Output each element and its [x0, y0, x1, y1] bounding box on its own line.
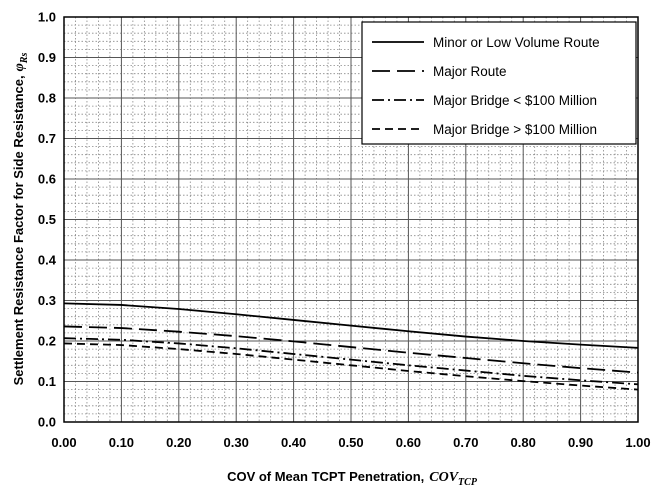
x-tick-label: 0.70 [453, 435, 478, 450]
x-axis-subscript: TCP [458, 477, 478, 488]
x-axis-label-text: COV of Mean TCPT Penetration, [227, 469, 424, 484]
y-axis-subscript: Rs [19, 53, 30, 65]
y-axis-symbol: φ [12, 63, 27, 71]
y-tick-label: 0.7 [38, 131, 56, 146]
series-lines [63, 302, 639, 391]
y-tick-labels: 0.0 0.1 0.2 0.3 0.4 0.5 0.6 0.7 0.8 0.9 1.0 [38, 10, 57, 430]
x-axis-symbol: COV [429, 470, 459, 485]
series-line-4 [63, 342, 639, 391]
series-line-2 [63, 325, 639, 374]
y-tick-label: 0.9 [38, 50, 56, 65]
y-tick-label: 0.0 [38, 415, 56, 430]
x-tick-label: 0.50 [338, 435, 363, 450]
x-tick-label: 0.40 [281, 435, 306, 450]
x-tick-label: 0.30 [224, 435, 249, 450]
plot-border [63, 16, 639, 423]
x-tick-label: 0.20 [166, 435, 191, 450]
x-tick-labels: 0.00 0.10 0.20 0.30 0.40 0.50 0.60 0.70 0.80 0.90… [51, 435, 650, 450]
x-axis-title: COV of Mean TCPT Penetration, COVTCP [227, 469, 478, 488]
x-tick-label: 0.00 [51, 435, 76, 450]
legend-label-1: Minor or Low Volume Route [433, 35, 600, 50]
y-tick-label: 0.1 [38, 374, 56, 389]
legend-label-2: Major Route [433, 64, 507, 79]
y-tick-label: 0.5 [38, 212, 56, 227]
legend-label-3: Major Bridge < $100 Million [433, 93, 597, 108]
x-tick-label: 0.10 [109, 435, 134, 450]
x-tick-label: 1.00 [625, 435, 650, 450]
series-line-3 [63, 337, 639, 386]
x-tick-label: 0.90 [568, 435, 593, 450]
series-line-1 [63, 302, 639, 349]
legend-label-4: Major Bridge > $100 Million [433, 122, 597, 137]
y-tick-label: 1.0 [38, 10, 56, 25]
y-tick-label: 0.4 [38, 253, 57, 268]
y-tick-label: 0.2 [38, 334, 56, 349]
y-tick-label: 0.6 [38, 172, 56, 187]
y-tick-label: 0.3 [38, 293, 56, 308]
y-axis-label-text: Settlement Resistance Factor for Side Re… [11, 75, 26, 385]
y-axis-title: Settlement Resistance Factor for Side Re… [11, 53, 30, 386]
x-tick-label: 0.60 [396, 435, 421, 450]
legend: Minor or Low Volume Route Major Route Majo… [361, 21, 637, 145]
y-tick-label: 0.8 [38, 91, 56, 106]
x-tick-label: 0.80 [511, 435, 536, 450]
